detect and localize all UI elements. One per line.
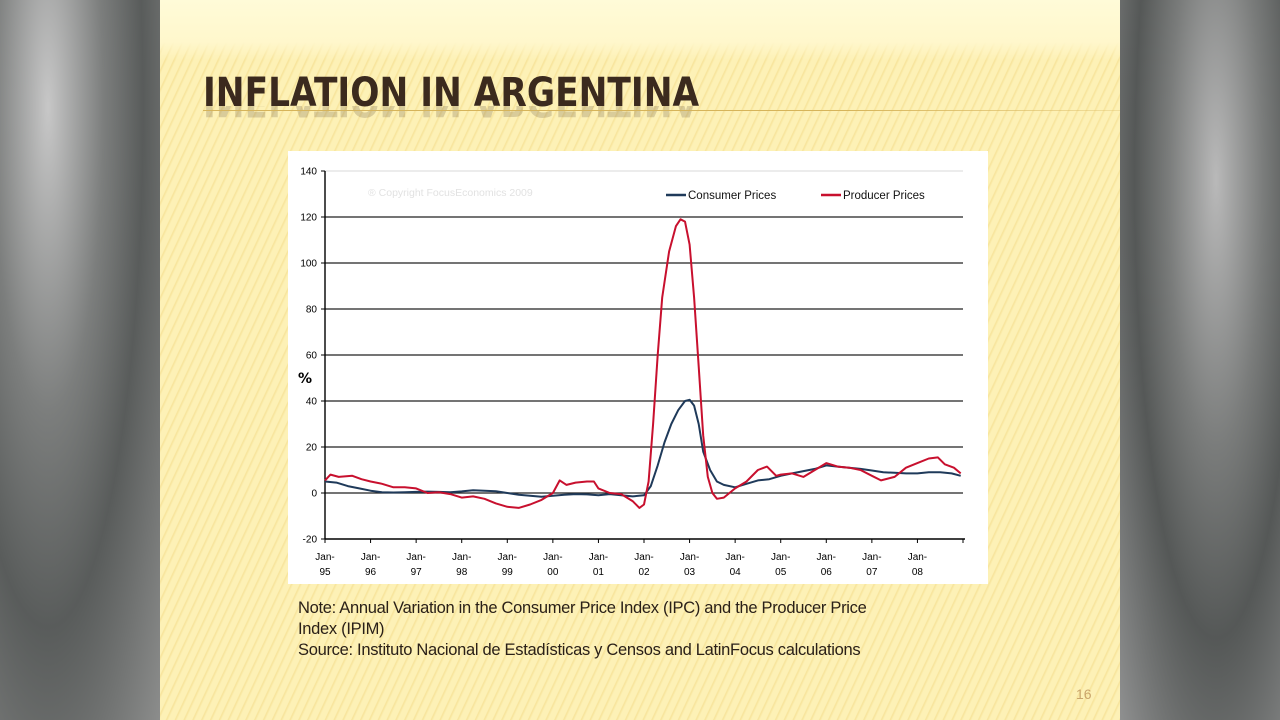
y-tick-label: 100 bbox=[300, 259, 317, 270]
x-tick-label: 04 bbox=[730, 567, 742, 578]
x-tick-label: Jan- bbox=[589, 552, 608, 563]
y-tick-label: 0 bbox=[311, 489, 317, 500]
y-axis-label: % bbox=[298, 371, 312, 387]
x-tick-label: Jan- bbox=[315, 552, 334, 563]
slide-title-reflection: INFLATION IN ARGENTINA bbox=[203, 106, 699, 124]
x-tick-label: 97 bbox=[411, 567, 423, 578]
x-tick-label: Jan- bbox=[452, 552, 471, 563]
background-left bbox=[0, 0, 160, 720]
x-tick-label: Jan- bbox=[862, 552, 881, 563]
x-tick-label: Jan- bbox=[634, 552, 653, 563]
note-line-2: Index (IPIM) bbox=[298, 620, 385, 638]
x-tick-label: Jan- bbox=[908, 552, 927, 563]
x-tick-label: 03 bbox=[684, 567, 696, 578]
y-tick-label: 60 bbox=[306, 351, 318, 362]
note-line-1: Note: Annual Variation in the Consumer P… bbox=[298, 599, 867, 617]
x-tick-label: 02 bbox=[638, 567, 650, 578]
x-tick-label: Jan- bbox=[680, 552, 699, 563]
x-tick-label: 98 bbox=[456, 567, 468, 578]
x-tick-label: Jan- bbox=[771, 552, 790, 563]
x-tick-label: Jan- bbox=[406, 552, 425, 563]
series-lines bbox=[324, 218, 962, 509]
x-tick-label: 06 bbox=[821, 567, 833, 578]
legend-label: Producer Prices bbox=[843, 190, 925, 202]
y-tick-label: 120 bbox=[300, 213, 317, 224]
slide-title: INFLATION IN ARGENTINA bbox=[203, 70, 700, 116]
x-tick-label: 95 bbox=[319, 567, 331, 578]
page-number: 16 bbox=[1076, 686, 1092, 702]
x-tick-label: Jan- bbox=[361, 552, 380, 563]
x-tick-label: Jan- bbox=[725, 552, 744, 563]
background-right bbox=[1120, 0, 1280, 720]
x-tick-label: 99 bbox=[502, 567, 514, 578]
chart: ® Copyright FocusEconomics 2009 -20 0 20 40… bbox=[288, 151, 988, 584]
legend-label: Consumer Prices bbox=[688, 190, 776, 202]
x-tick-label: 08 bbox=[912, 567, 924, 578]
x-tick-label: 01 bbox=[593, 567, 605, 578]
series-line-consumer-prices bbox=[324, 398, 961, 498]
y-tick-label: 20 bbox=[306, 443, 318, 454]
source-line: Source: Instituto Nacional de Estadístic… bbox=[298, 641, 861, 659]
x-tick-label: Jan- bbox=[817, 552, 836, 563]
chart-notes: Note: Annual Variation in the Consumer P… bbox=[298, 598, 998, 661]
axes bbox=[321, 170, 965, 543]
x-tick-label: 07 bbox=[866, 567, 878, 578]
y-tick-label: 80 bbox=[306, 305, 318, 316]
x-tick-label: 05 bbox=[775, 567, 787, 578]
title-underline bbox=[203, 110, 1120, 111]
y-tick-labels: -20 0 20 40 60 80 100 120 140 bbox=[300, 167, 317, 546]
slide: INFLATION IN ARGENTINA INFLATION IN ARGE… bbox=[160, 0, 1120, 720]
x-tick-labels: Jan- 95 Jan- 96 Jan- 97 Jan- 98 Jan- 99 Jan- 00 Jan-… bbox=[315, 552, 927, 578]
y-tick-label: 40 bbox=[306, 397, 318, 408]
x-tick-label: Jan- bbox=[498, 552, 517, 563]
y-tick-label: 140 bbox=[300, 167, 317, 178]
legend: Consumer Prices Producer Prices bbox=[666, 190, 925, 202]
x-tick-label: Jan- bbox=[543, 552, 562, 563]
x-tick-label: 00 bbox=[547, 567, 559, 578]
y-tick-label: -20 bbox=[303, 535, 318, 546]
slide-header-band bbox=[160, 0, 1120, 60]
grid-lines bbox=[325, 170, 963, 494]
chart-svg: ® Copyright FocusEconomics 2009 -2002040… bbox=[298, 167, 965, 578]
series-line-producer-prices bbox=[324, 218, 962, 509]
chart-watermark: ® Copyright FocusEconomics 2009 bbox=[368, 187, 533, 199]
x-tick-label: 96 bbox=[365, 567, 377, 578]
